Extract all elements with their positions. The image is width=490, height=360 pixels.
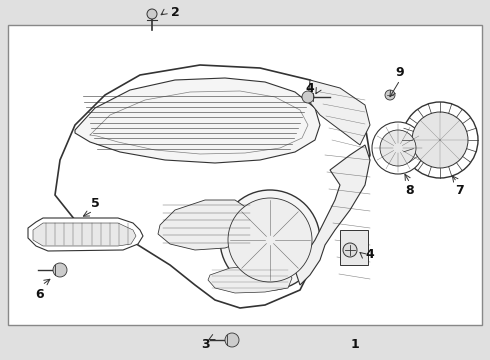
Text: 2: 2 <box>171 5 179 18</box>
Circle shape <box>385 90 395 100</box>
Polygon shape <box>158 200 255 250</box>
Text: 1: 1 <box>351 338 359 351</box>
Circle shape <box>412 112 468 168</box>
Polygon shape <box>55 65 370 308</box>
Text: 3: 3 <box>201 338 209 351</box>
Circle shape <box>343 243 357 257</box>
Circle shape <box>220 190 320 290</box>
Polygon shape <box>33 223 136 246</box>
Text: 8: 8 <box>406 184 415 197</box>
Text: 4: 4 <box>306 81 315 95</box>
Polygon shape <box>208 265 292 293</box>
Circle shape <box>372 122 424 174</box>
Circle shape <box>228 198 312 282</box>
Text: 5: 5 <box>91 197 99 210</box>
FancyBboxPatch shape <box>340 230 368 265</box>
Circle shape <box>53 263 67 277</box>
FancyBboxPatch shape <box>8 25 482 325</box>
Circle shape <box>380 130 416 166</box>
Polygon shape <box>75 78 320 163</box>
Polygon shape <box>308 80 370 145</box>
Circle shape <box>225 333 239 347</box>
Circle shape <box>302 91 314 103</box>
Circle shape <box>147 9 157 19</box>
Text: 4: 4 <box>366 248 374 261</box>
Polygon shape <box>295 145 370 285</box>
Polygon shape <box>28 218 143 251</box>
Text: 9: 9 <box>396 66 404 78</box>
Text: 6: 6 <box>36 288 44 302</box>
Circle shape <box>402 102 478 178</box>
Text: 7: 7 <box>456 184 465 197</box>
